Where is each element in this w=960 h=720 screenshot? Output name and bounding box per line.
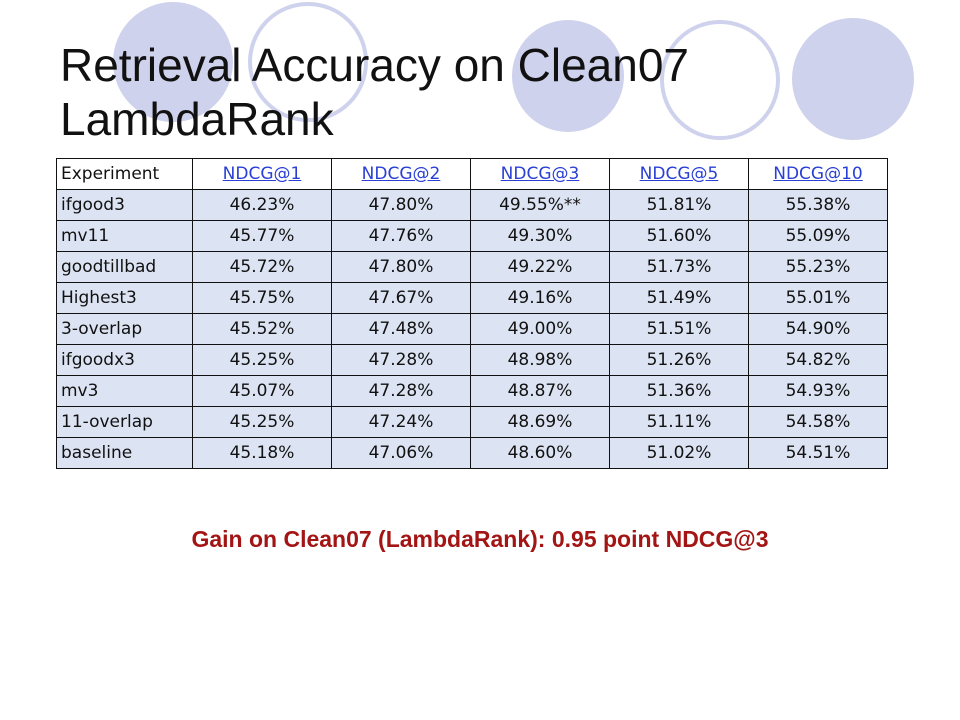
cell-value: 46.23%	[192, 189, 332, 221]
cell-value: 51.51%	[609, 313, 749, 345]
cell-value: 45.07%	[192, 375, 332, 407]
header-ndcg10: NDCG@10	[748, 158, 888, 190]
cell-experiment: 3-overlap	[56, 313, 193, 345]
cell-experiment: ifgood3	[56, 189, 193, 221]
cell-value: 55.23%	[748, 251, 888, 283]
table-row: ifgoodx3 45.25% 47.28% 48.98% 51.26% 54.…	[56, 344, 888, 376]
cell-value: 51.11%	[609, 406, 749, 438]
cell-value: 48.60%	[470, 437, 610, 469]
table-row: Highest3 45.75% 47.67% 49.16% 51.49% 55.…	[56, 282, 888, 314]
cell-experiment: goodtillbad	[56, 251, 193, 283]
table-row: goodtillbad 45.72% 47.80% 49.22% 51.73% …	[56, 251, 888, 283]
cell-value: 45.72%	[192, 251, 332, 283]
cell-value: 51.49%	[609, 282, 749, 314]
cell-experiment: ifgoodx3	[56, 344, 193, 376]
table-row: 11-overlap 45.25% 47.24% 48.69% 51.11% 5…	[56, 406, 888, 438]
cell-value: 47.28%	[331, 344, 471, 376]
cell-value: 49.30%	[470, 220, 610, 252]
gain-summary: Gain on Clean07 (LambdaRank): 0.95 point…	[191, 526, 769, 552]
table-row: mv3 45.07% 47.28% 48.87% 51.36% 54.93%	[56, 375, 888, 407]
cell-value: 49.22%	[470, 251, 610, 283]
header-experiment: Experiment	[56, 158, 193, 190]
decor-circle-3	[792, 18, 914, 140]
cell-value: 51.73%	[609, 251, 749, 283]
cell-value: 49.00%	[470, 313, 610, 345]
cell-value: 45.25%	[192, 406, 332, 438]
cell-value: 45.77%	[192, 220, 332, 252]
cell-experiment: Highest3	[56, 282, 193, 314]
results-table: Experiment NDCG@1 NDCG@2 NDCG@3 NDCG@5 N…	[56, 158, 888, 469]
header-link-ndcg3[interactable]: NDCG@3	[500, 164, 580, 184]
header-ndcg1: NDCG@1	[192, 158, 332, 190]
cell-value: 48.87%	[470, 375, 610, 407]
cell-value: 47.06%	[331, 437, 471, 469]
cell-value: 48.98%	[470, 344, 610, 376]
header-link-ndcg1[interactable]: NDCG@1	[222, 164, 302, 184]
table-header-row: Experiment NDCG@1 NDCG@2 NDCG@3 NDCG@5 N…	[56, 158, 888, 190]
cell-value: 47.48%	[331, 313, 471, 345]
cell-experiment: mv3	[56, 375, 193, 407]
cell-value: 45.25%	[192, 344, 332, 376]
cell-value: 47.80%	[331, 251, 471, 283]
cell-experiment: mv11	[56, 220, 193, 252]
cell-value: 55.01%	[748, 282, 888, 314]
header-link-ndcg2[interactable]: NDCG@2	[361, 164, 441, 184]
slide-title: Retrieval Accuracy on Clean07 LambdaRank	[60, 38, 689, 146]
cell-value: 54.82%	[748, 344, 888, 376]
cell-value: 47.76%	[331, 220, 471, 252]
cell-value: 47.28%	[331, 375, 471, 407]
decor-circle-1	[113, 2, 233, 122]
header-ndcg3: NDCG@3	[470, 158, 610, 190]
header-ndcg2: NDCG@2	[331, 158, 471, 190]
slide-title-line1: Retrieval Accuracy on Clean07	[60, 39, 689, 91]
decor-circle-2	[512, 20, 624, 132]
header-link-ndcg5[interactable]: NDCG@5	[639, 164, 719, 184]
cell-value: 55.09%	[748, 220, 888, 252]
cell-value: 54.93%	[748, 375, 888, 407]
cell-value: 48.69%	[470, 406, 610, 438]
cell-value: 55.38%	[748, 189, 888, 221]
cell-value: 51.81%	[609, 189, 749, 221]
cell-value: 45.75%	[192, 282, 332, 314]
cell-value: 54.90%	[748, 313, 888, 345]
cell-value: 54.58%	[748, 406, 888, 438]
cell-value: 45.18%	[192, 437, 332, 469]
table-row: 3-overlap 45.52% 47.48% 49.00% 51.51% 54…	[56, 313, 888, 345]
cell-value: 47.80%	[331, 189, 471, 221]
cell-experiment: baseline	[56, 437, 193, 469]
cell-value: 49.55%**	[470, 189, 610, 221]
cell-value: 51.36%	[609, 375, 749, 407]
cell-value: 51.02%	[609, 437, 749, 469]
cell-value: 51.60%	[609, 220, 749, 252]
cell-value: 47.67%	[331, 282, 471, 314]
table-row: ifgood3 46.23% 47.80% 49.55%** 51.81% 55…	[56, 189, 888, 221]
decor-ring-2	[660, 20, 780, 140]
cell-value: 45.52%	[192, 313, 332, 345]
cell-value: 47.24%	[331, 406, 471, 438]
cell-value: 49.16%	[470, 282, 610, 314]
table-row: mv11 45.77% 47.76% 49.30% 51.60% 55.09%	[56, 220, 888, 252]
slide-title-line2: LambdaRank	[60, 93, 334, 145]
cell-value: 54.51%	[748, 437, 888, 469]
table-row: baseline 45.18% 47.06% 48.60% 51.02% 54.…	[56, 437, 888, 469]
cell-experiment: 11-overlap	[56, 406, 193, 438]
cell-value: 51.26%	[609, 344, 749, 376]
header-ndcg5: NDCG@5	[609, 158, 749, 190]
header-link-ndcg10[interactable]: NDCG@10	[773, 164, 863, 184]
decor-ring-1	[248, 2, 368, 122]
